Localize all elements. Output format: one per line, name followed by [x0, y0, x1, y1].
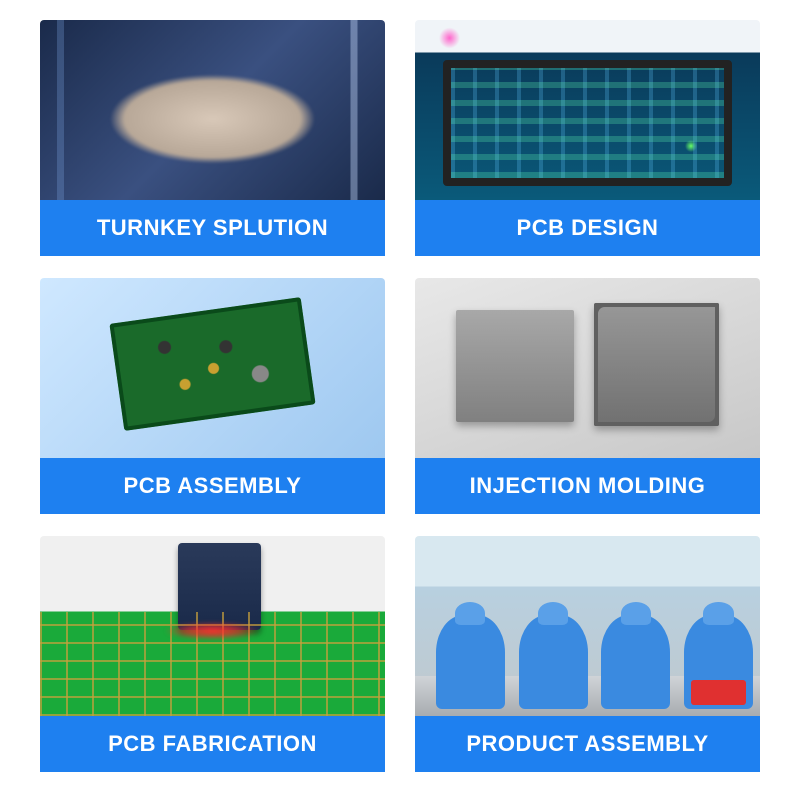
worker-icon: [519, 615, 588, 709]
pcb-design-icon: [415, 20, 760, 200]
product-assembly-icon: [415, 536, 760, 716]
card-label: INJECTION MOLDING: [415, 458, 760, 514]
card-injection-molding[interactable]: INJECTION MOLDING: [415, 278, 760, 514]
card-label: PCB DESIGN: [415, 200, 760, 256]
pcb-fabrication-icon: [40, 536, 385, 716]
service-grid: TURNKEY SPLUTION PCB DESIGN PCB ASSEMBLY…: [40, 20, 760, 772]
card-label: PCB ASSEMBLY: [40, 458, 385, 514]
card-pcb-design[interactable]: PCB DESIGN: [415, 20, 760, 256]
handshake-icon: [40, 20, 385, 200]
injection-mold-icon: [415, 278, 760, 458]
parts-bin-icon: [691, 680, 746, 705]
worker-icon: [436, 615, 505, 709]
pcb-traces-icon: [40, 612, 385, 716]
card-pcb-fabrication[interactable]: PCB FABRICATION: [40, 536, 385, 772]
card-label: TURNKEY SPLUTION: [40, 200, 385, 256]
card-product-assembly[interactable]: PRODUCT ASSEMBLY: [415, 536, 760, 772]
worker-icon: [601, 615, 670, 709]
card-turnkey-solution[interactable]: TURNKEY SPLUTION: [40, 20, 385, 256]
card-label: PRODUCT ASSEMBLY: [415, 716, 760, 772]
card-pcb-assembly[interactable]: PCB ASSEMBLY: [40, 278, 385, 514]
pcb-assembly-icon: [40, 278, 385, 458]
card-label: PCB FABRICATION: [40, 716, 385, 772]
